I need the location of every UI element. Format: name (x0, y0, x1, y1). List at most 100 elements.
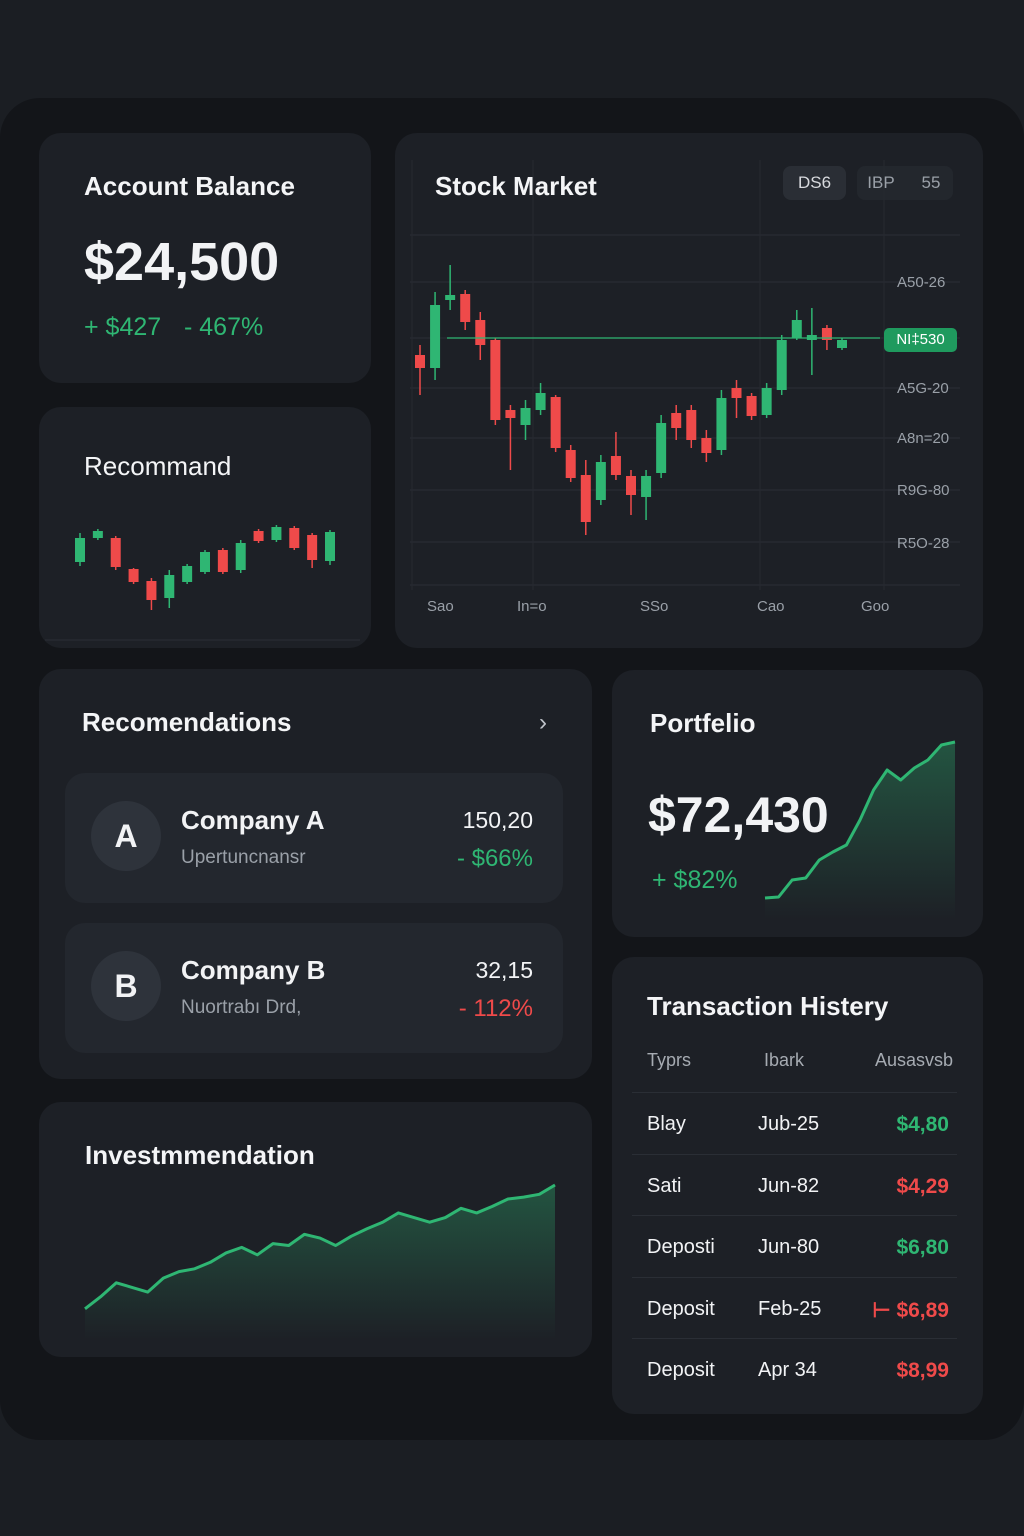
account-balance-card: Account Balance $24,500 + $427 - 467% (39, 133, 371, 383)
stock-market-title: Stock Market (435, 171, 597, 201)
candle-body (430, 305, 441, 368)
company-change: - $66% (456, 845, 533, 872)
candle-body (731, 388, 742, 398)
pill-ibp[interactable]: IBP (867, 173, 895, 192)
transaction-date: Apr 34 (758, 1359, 817, 1381)
candle-body (253, 531, 264, 541)
candle-body (235, 543, 246, 570)
candle-body (520, 408, 531, 425)
candle-body (776, 340, 787, 390)
table-row[interactable]: Deposti Jun-80 $6,80 (632, 1215, 957, 1276)
y-axis-label: A5G-20 (897, 380, 949, 397)
transaction-date: Jub-25 (758, 1113, 820, 1135)
candle-body (164, 575, 175, 598)
pill-ibp-group[interactable] (857, 166, 953, 200)
candle-body (325, 532, 335, 561)
portfolio-area-fill (765, 742, 955, 920)
investment-title: Investmmendation (85, 1140, 315, 1170)
company-name: Company A (181, 805, 325, 835)
transaction-history-title: Transaction Histery (647, 991, 889, 1021)
y-axis-label: A8n=20 (897, 430, 950, 447)
candle-body (610, 456, 621, 475)
candle-body (445, 295, 456, 300)
company-change: - 112% (458, 995, 533, 1022)
candle-body (686, 410, 697, 440)
candle-body (550, 397, 561, 448)
balance-change: + $427 (84, 313, 162, 341)
candle-body (475, 320, 486, 345)
balance-percent: - 467% (184, 313, 264, 341)
candle-body (716, 398, 727, 450)
transaction-date: Jun-80 (758, 1236, 820, 1258)
transaction-amount: ⊢ $6,89 (872, 1298, 949, 1322)
pill-ds6[interactable]: DS6 (783, 166, 846, 200)
transaction-type: Blay (647, 1113, 686, 1135)
table-row[interactable]: Deposit Apr 34 $8,99 (632, 1338, 957, 1399)
portfolio-value: $72,430 (648, 787, 829, 843)
candle-body (460, 294, 471, 322)
candle-body (92, 531, 103, 538)
y-axis-label: R5O-28 (897, 535, 950, 552)
candle-body (821, 328, 832, 340)
transaction-history-card: Transaction Histery (612, 957, 983, 1414)
candle-body (271, 527, 282, 540)
company-subtitle: Nuortrabı Drd, (181, 997, 302, 1018)
candle-body (656, 423, 667, 473)
candle-body (565, 450, 576, 478)
transaction-amount: $6,80 (896, 1236, 949, 1259)
recommendation-item[interactable]: B Company B Nuortrabı Drd, 32,15 - 112% (65, 923, 563, 1053)
column-header-amount: Ausasvsb (875, 1050, 954, 1070)
avatar: A (91, 801, 161, 871)
table-row[interactable]: Deposit Feb-25 ⊢ $6,89 (632, 1276, 957, 1338)
candle-body (146, 581, 157, 600)
table-row[interactable]: Blay Jub-25 $4,80 (632, 1092, 957, 1153)
pill-55[interactable]: 55 (921, 173, 941, 192)
portfolio-change: + $82% (652, 866, 738, 894)
transaction-amount: $4,80 (896, 1113, 949, 1136)
transaction-amount: $4,29 (896, 1174, 949, 1198)
avatar: B (91, 951, 161, 1021)
portfolio-line (764, 740, 956, 900)
column-header-type: Typrs (647, 1050, 692, 1070)
candle-body (671, 413, 682, 428)
candle-body (307, 535, 318, 560)
investment-line (84, 1183, 556, 1311)
candle-body (791, 320, 802, 338)
transaction-type: Deposit (647, 1297, 715, 1320)
transaction-type: Sati (647, 1174, 682, 1197)
recommend-card: Recommand (39, 407, 371, 648)
candle-body (641, 476, 652, 497)
recommend-title: Recommand (84, 451, 232, 481)
candle-body (626, 476, 636, 495)
y-axis-label: R9G-80 (897, 482, 950, 499)
investment-area-fill (85, 1185, 555, 1340)
candle-body (200, 552, 210, 572)
company-subtitle: Upertuncnansr (181, 847, 306, 868)
candle-body (595, 462, 606, 500)
account-balance-value: $24,500 (84, 232, 280, 292)
x-axis-label: Goo (861, 598, 890, 615)
account-balance-title: Account Balance (84, 171, 295, 201)
candle-body (701, 438, 712, 453)
x-axis-label: Sao (427, 598, 454, 615)
x-axis-label: SSo (640, 598, 669, 615)
company-value: 32,15 (475, 957, 533, 983)
column-header-date: Ibark (764, 1050, 805, 1070)
transaction-date: Feb-25 (758, 1297, 822, 1320)
candle-body (490, 340, 501, 420)
chevron-right-icon[interactable]: › (539, 709, 547, 736)
x-axis-label: In=o (517, 598, 547, 615)
candle-body (746, 396, 757, 416)
candle-body (110, 538, 121, 567)
candle-body (535, 393, 546, 410)
candle-body (837, 340, 847, 348)
table-row[interactable]: Sati Jun-82 $4,29 (632, 1153, 957, 1215)
candle-body (580, 475, 591, 522)
recommendation-item[interactable]: A Company A Upertuncnansr 150,20 - $66% (65, 773, 563, 903)
transaction-amount: $8,99 (896, 1359, 949, 1382)
candle-body (182, 566, 193, 582)
transaction-type: Deposti (647, 1236, 715, 1258)
candle-body (128, 569, 139, 582)
